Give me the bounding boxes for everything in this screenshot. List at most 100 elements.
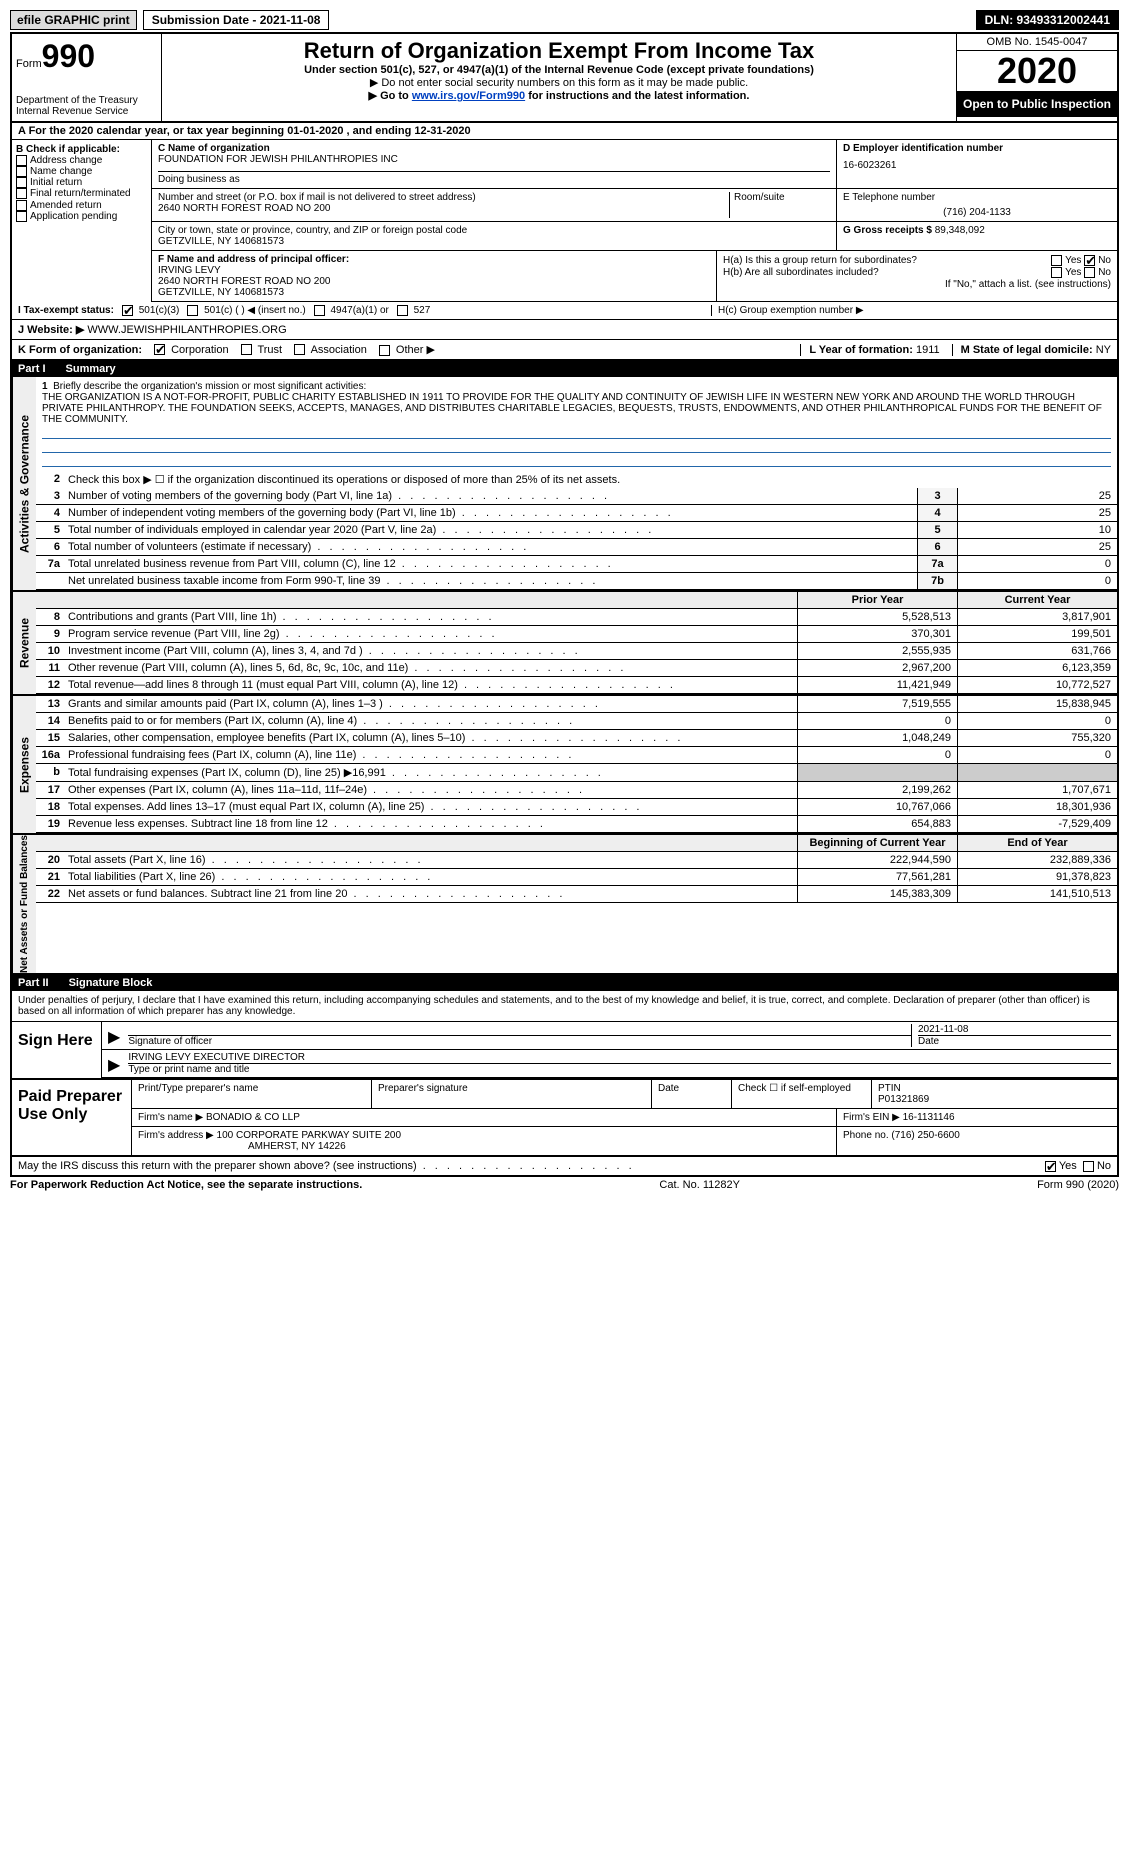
row-i-label: I Tax-exempt status:: [18, 305, 114, 316]
cb-final-return[interactable]: [16, 188, 27, 199]
cb-501c3[interactable]: [122, 305, 133, 316]
box-b-label: B Check if applicable:: [16, 144, 147, 155]
firm-ein-label: Firm's EIN ▶: [843, 1112, 900, 1123]
officer-addr2: GETZVILLE, NY 140681573: [158, 287, 710, 298]
submission-date: Submission Date - 2021-11-08: [143, 10, 330, 30]
cb-4947[interactable]: [314, 305, 325, 316]
cb-other[interactable]: [379, 345, 390, 356]
cb-address-change[interactable]: [16, 155, 27, 166]
opt-527: 527: [414, 305, 431, 316]
box-e-label: E Telephone number: [843, 192, 1111, 203]
row-j-label: J Website: ▶: [18, 324, 84, 336]
mission-text: THE ORGANIZATION IS A NOT-FOR-PROFIT, PU…: [42, 392, 1102, 425]
part2-title: Signature Block: [69, 977, 153, 989]
cb-initial-return[interactable]: [16, 177, 27, 188]
irs-link[interactable]: www.irs.gov/Form990: [412, 90, 525, 102]
cb-hb-no[interactable]: [1084, 267, 1095, 278]
cb-assoc[interactable]: [294, 344, 305, 355]
arrow-icon: ▶: [108, 1055, 120, 1075]
cb-527[interactable]: [397, 305, 408, 316]
col-end: End of Year: [957, 835, 1117, 851]
discuss-row: May the IRS discuss this return with the…: [10, 1157, 1119, 1177]
form-number-block: Form990 Department of the Treasury Inter…: [12, 34, 162, 121]
city-value: GETZVILLE, NY 140681573: [158, 236, 830, 247]
hb-yes: Yes: [1065, 267, 1081, 278]
officer-addr1: 2640 NORTH FOREST ROAD NO 200: [158, 276, 710, 287]
omb-number: OMB No. 1545-0047: [957, 34, 1117, 51]
l-label: L Year of formation:: [809, 344, 913, 356]
line1-label: Briefly describe the organization's miss…: [53, 381, 366, 392]
efile-print-button[interactable]: efile GRAPHIC print: [10, 10, 137, 30]
name-title-label: Type or print name and title: [128, 1063, 1111, 1075]
box-f-label: F Name and address of principal officer:: [158, 254, 710, 265]
cb-discuss-no[interactable]: [1083, 1161, 1094, 1172]
goto-pre: ▶ Go to: [369, 90, 412, 102]
street-label: Number and street (or P.O. box if mail i…: [158, 192, 725, 203]
ha-no: No: [1098, 255, 1111, 266]
m-label: M State of legal domicile:: [961, 344, 1093, 356]
firm-phone-label: Phone no.: [843, 1130, 889, 1141]
form-header: Form990 Department of the Treasury Inter…: [10, 32, 1119, 123]
box-b: B Check if applicable: Address change Na…: [12, 140, 152, 302]
col-prior: Prior Year: [797, 592, 957, 608]
website-value: WWW.JEWISHPHILANTHROPIES.ORG: [87, 324, 286, 336]
tax-year: 2020: [957, 51, 1117, 91]
cb-ha-no[interactable]: [1084, 255, 1095, 266]
hb-note: If "No," attach a list. (see instruction…: [723, 279, 1111, 290]
cb-hb-yes[interactable]: [1051, 267, 1062, 278]
lbl-amended-return: Amended return: [30, 200, 102, 211]
part1-header: Part I Summary: [10, 361, 1119, 377]
vlabel-net: Net Assets or Fund Balances: [12, 835, 36, 973]
paid-preparer-block: Paid Preparer Use Only Print/Type prepar…: [10, 1080, 1119, 1157]
hb-no: No: [1098, 267, 1111, 278]
suite-label: Room/suite: [730, 192, 830, 218]
form-page: efile GRAPHIC print Submission Date - 20…: [0, 0, 1129, 1203]
cb-app-pending[interactable]: [16, 211, 27, 222]
firm-name: BONADIO & CO LLP: [206, 1112, 300, 1123]
form-title: Return of Organization Exempt From Incom…: [168, 38, 950, 64]
entity-grid: B Check if applicable: Address change Na…: [10, 140, 1119, 302]
sig-date-val: 2021-11-08: [918, 1024, 1111, 1035]
topbar: efile GRAPHIC print Submission Date - 20…: [10, 10, 1119, 30]
cb-trust[interactable]: [241, 344, 252, 355]
goto-post: for instructions and the latest informat…: [525, 90, 749, 102]
cb-ha-yes[interactable]: [1051, 255, 1062, 266]
ha-yes: Yes: [1065, 255, 1081, 266]
opt-501c: 501(c) ( ) ◀ (insert no.): [204, 305, 306, 316]
part1-num: Part I: [18, 363, 46, 375]
form-number: 990: [42, 38, 95, 74]
cb-501c[interactable]: [187, 305, 198, 316]
firm-addr-label: Firm's address ▶: [138, 1130, 214, 1141]
ptin-label: PTIN: [878, 1083, 901, 1094]
footer-left: For Paperwork Reduction Act Notice, see …: [10, 1179, 362, 1191]
lbl-address-change: Address change: [30, 155, 102, 166]
part2-header: Part II Signature Block: [10, 975, 1119, 991]
officer-name-title: IRVING LEVY EXECUTIVE DIRECTOR: [128, 1052, 1111, 1063]
discuss-yes: Yes: [1059, 1160, 1077, 1172]
part1-title: Summary: [66, 363, 116, 375]
arrow-icon: ▶: [108, 1027, 120, 1047]
line2-text: Check this box ▶ ☐ if the organization d…: [64, 471, 1117, 488]
cb-amended-return[interactable]: [16, 200, 27, 211]
officer-name: IRVING LEVY: [158, 265, 710, 276]
form-subtitle: Under section 501(c), 527, or 4947(a)(1)…: [168, 64, 950, 76]
part2-num: Part II: [18, 977, 49, 989]
vlabel-ag: Activities & Governance: [12, 377, 36, 590]
firm-phone: (716) 250-6600: [891, 1130, 959, 1141]
part1-ag: Activities & Governance 1 Briefly descri…: [10, 377, 1119, 592]
lbl-app-pending: Application pending: [30, 211, 117, 222]
cb-discuss-yes[interactable]: [1045, 1161, 1056, 1172]
box-d-label: D Employer identification number: [843, 143, 1111, 154]
lbl-final-return: Final return/terminated: [30, 189, 131, 200]
form-title-block: Return of Organization Exempt From Incom…: [162, 34, 957, 121]
cb-name-change[interactable]: [16, 166, 27, 177]
l-val: 1911: [916, 344, 940, 356]
vlabel-rev: Revenue: [12, 592, 36, 694]
phone-value: (716) 204-1133: [843, 207, 1111, 218]
firm-name-label: Firm's name ▶: [138, 1112, 203, 1123]
row-a-tax-year: A For the 2020 calendar year, or tax yea…: [10, 123, 1119, 140]
part1-net: Net Assets or Fund Balances Beginning of…: [10, 835, 1119, 975]
cb-corp[interactable]: [154, 344, 165, 355]
row-k-label: K Form of organization:: [18, 344, 142, 356]
open-to-public: Open to Public Inspection: [957, 91, 1117, 117]
